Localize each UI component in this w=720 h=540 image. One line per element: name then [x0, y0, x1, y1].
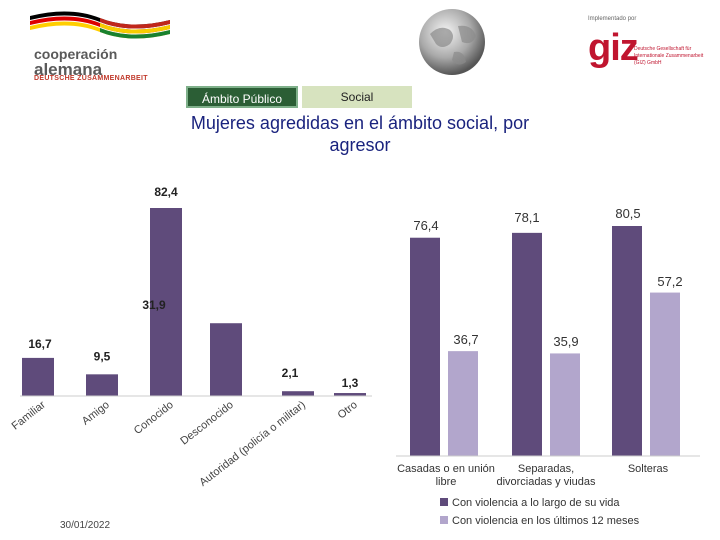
category-label: Amigo	[80, 399, 112, 428]
bar-conocido	[150, 208, 182, 396]
legend-swatch	[440, 516, 448, 524]
value-label: 1,3	[342, 376, 359, 390]
value-label: 16,7	[28, 337, 52, 351]
flag-ribbon-icon	[30, 11, 170, 39]
value-label: 76,4	[413, 218, 438, 233]
bar-otro	[334, 393, 366, 396]
bar-series-1	[612, 226, 642, 456]
value-label: 82,4	[154, 185, 178, 199]
bar-series-2	[650, 292, 680, 456]
category-label: Otro	[336, 399, 360, 422]
bar-series-1	[512, 232, 542, 456]
tab-social[interactable]: Social	[302, 86, 412, 108]
bar-series-1	[410, 237, 440, 456]
category-label: Conocido	[132, 399, 176, 437]
giz-implemented-text: Implementado por	[588, 16, 637, 22]
giz-subtitle: Deutsche Gesellschaft für Internationale…	[634, 46, 704, 66]
value-label: 31,9	[142, 298, 166, 312]
logo-text-line1: cooperación	[34, 46, 118, 62]
legend-swatch	[440, 498, 448, 506]
category-label: Familiar	[10, 399, 48, 433]
bar-autoridad	[282, 391, 314, 396]
bar-series-2	[550, 353, 580, 456]
category-label: Casadas o en unión libre	[397, 463, 495, 488]
value-label: 2,1	[282, 366, 299, 380]
bar-desconocido	[210, 323, 242, 396]
value-label: 36,7	[453, 332, 478, 347]
bar-amigo	[86, 374, 118, 396]
value-label: 9,5	[94, 349, 111, 363]
logo-text-line2: alemana	[34, 60, 103, 79]
chart-title: Mujeres agredidas en el ámbito social, p…	[190, 113, 530, 155]
tab-ambito-publico[interactable]: Ámbito Público	[186, 86, 298, 108]
bar-series-2	[448, 351, 478, 456]
footer-date: 30/01/2022	[60, 520, 111, 531]
value-label: 57,2	[657, 274, 682, 289]
value-label: 35,9	[553, 334, 578, 349]
giz-wordmark: giz	[588, 27, 639, 69]
value-label: 78,1	[514, 210, 539, 225]
category-label: Separadas, divorciadas y viudas	[496, 463, 596, 488]
value-label: 80,5	[615, 206, 640, 221]
category-label: Desconocido	[178, 399, 236, 448]
legend-label: Con violencia a lo largo de su vida	[452, 497, 620, 509]
category-label: Solteras	[628, 463, 669, 475]
bar-familiar	[22, 357, 54, 396]
legend-label: Con violencia en los últimos 12 meses	[452, 515, 640, 527]
globe-icon	[419, 9, 485, 75]
logo-text-line3: DEUTSCHE ZUSAMMENARBEIT	[34, 75, 148, 82]
